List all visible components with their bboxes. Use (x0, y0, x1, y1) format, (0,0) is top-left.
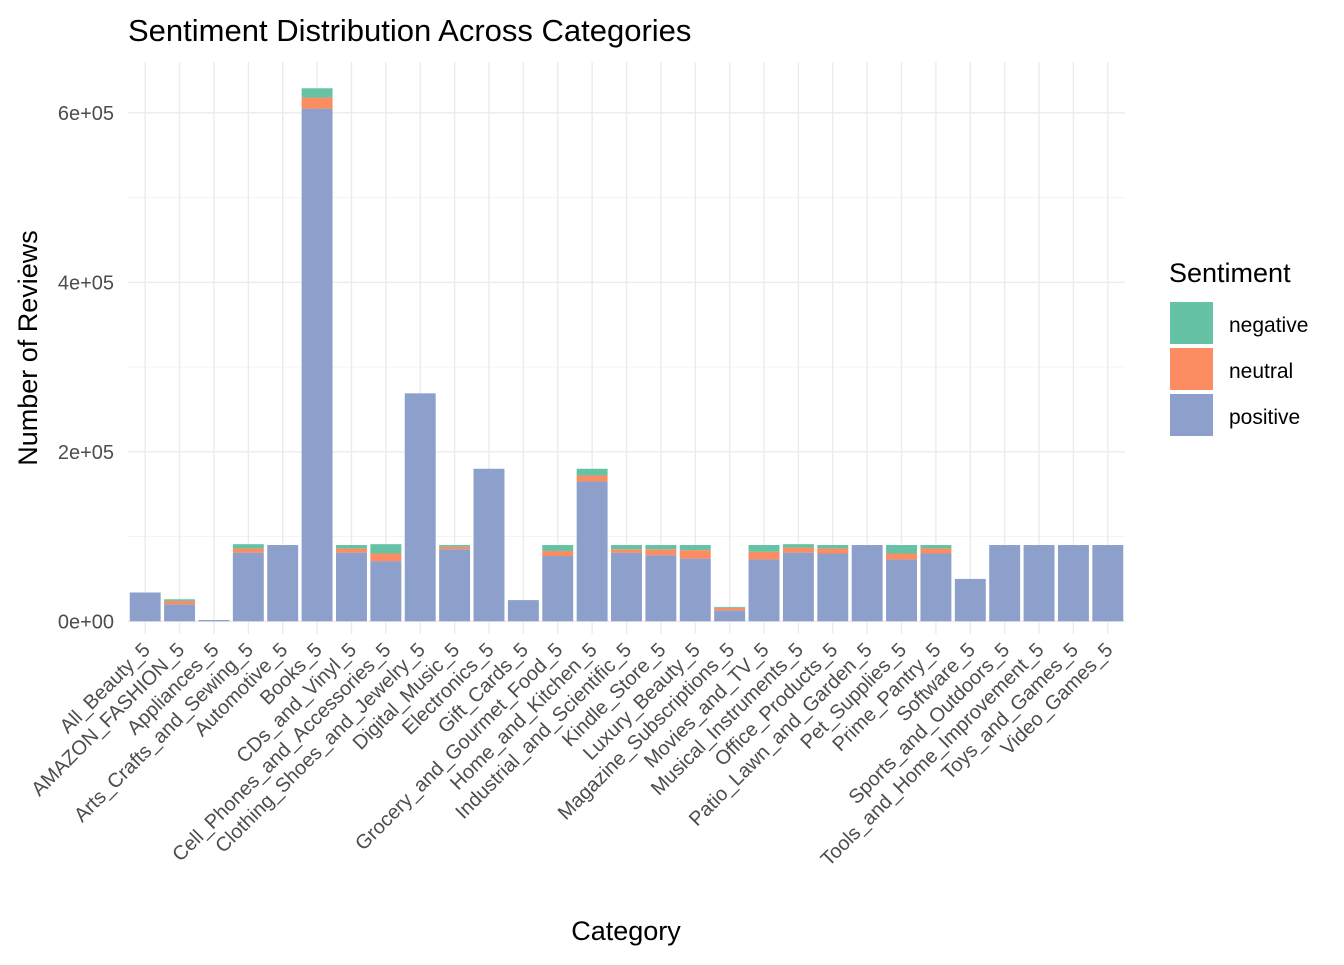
bar-neutral-Digital_Music_5 (439, 546, 471, 550)
chart-title: Sentiment Distribution Across Categories (128, 13, 691, 48)
bar-negative-Office_Products_5 (817, 545, 849, 549)
bar-positive-Automotive_5 (267, 545, 299, 622)
bar-positive-Luxury_Beauty_5 (679, 558, 711, 622)
bar-positive-Musical_Instruments_5 (782, 552, 814, 622)
bar-negative-Movies_and_TV_5 (748, 545, 780, 552)
bar-negative-Luxury_Beauty_5 (679, 545, 711, 551)
bar-positive-Patio_Lawn_and_Garden_5 (851, 545, 883, 622)
bar-neutral-Arts_Crafts_and_Sewing_5 (232, 548, 264, 553)
bar-neutral-Grocery_and_Gourmet_Food_5 (542, 550, 574, 557)
bar-neutral-Movies_and_TV_5 (748, 551, 780, 560)
bar-negative-Books_5 (301, 88, 333, 98)
bar-neutral-Prime_Pantry_5 (920, 548, 952, 554)
legend-label-negative: negative (1229, 314, 1308, 337)
bar-negative-Arts_Crafts_and_Sewing_5 (232, 544, 264, 549)
bar-positive-Gift_Cards_5 (507, 600, 539, 622)
bar-negative-Prime_Pantry_5 (920, 545, 952, 549)
bar-positive-CDs_and_Vinyl_5 (335, 552, 367, 622)
bar-positive-Industrial_and_Scientific_5 (611, 552, 642, 622)
legend-items: negative neutral positive (1170, 302, 1308, 436)
bar-positive-Tools_and_Home_Improvement_5 (1023, 545, 1055, 622)
bar-negative-Cell_Phones_and_Accessories_5 (370, 544, 402, 554)
bar-negative-Grocery_and_Gourmet_Food_5 (542, 545, 574, 551)
legend-title: Sentiment (1169, 258, 1291, 288)
bar-negative-Musical_Instruments_5 (782, 544, 814, 548)
bar-neutral-Books_5 (301, 97, 333, 109)
bar-positive-Clothing_Shoes_and_Jewelry_5 (404, 393, 436, 622)
x-axis: All_Beauty_5AMAZON_FASHION_5Appliances_5… (27, 639, 1117, 871)
legend-label-positive: positive (1229, 406, 1300, 429)
legend-label-neutral: neutral (1229, 360, 1293, 383)
bar-positive-Cell_Phones_and_Accessories_5 (370, 561, 402, 622)
bar-negative-Home_and_Kitchen_5 (576, 468, 608, 476)
bar-positive-Kindle_Store_5 (645, 555, 677, 622)
bar-neutral-Cell_Phones_and_Accessories_5 (370, 553, 402, 562)
bar-negative-Pet_Supplies_5 (886, 545, 918, 554)
y-tick-label: 4e+05 (58, 272, 114, 294)
bar-negative-Industrial_and_Scientific_5 (611, 545, 642, 550)
bar-positive-Digital_Music_5 (439, 549, 471, 622)
bar-positive-Prime_Pantry_5 (920, 553, 952, 622)
bar-neutral-Musical_Instruments_5 (782, 547, 814, 553)
y-tick-label: 0e+00 (58, 611, 114, 633)
bar-neutral-Magazine_Subscriptions_5 (714, 607, 746, 611)
bar-neutral-Office_Products_5 (817, 548, 849, 554)
bar-positive-Sports_and_Outdoors_5 (989, 545, 1021, 622)
bar-positive-Software_5 (954, 578, 986, 622)
bar-negative-Magazine_Subscriptions_5 (714, 606, 746, 608)
bar-neutral-Kindle_Store_5 (645, 549, 677, 556)
x-axis-title: Category (571, 916, 681, 946)
bar-positive-All_Beauty_5 (129, 592, 161, 622)
bar-neutral-CDs_and_Vinyl_5 (335, 548, 367, 553)
legend-swatch-negative (1170, 302, 1213, 344)
bar-positive-AMAZON_FASHION_5 (164, 604, 196, 622)
bar-positive-Toys_and_Games_5 (1057, 545, 1089, 622)
bar-positive-Grocery_and_Gourmet_Food_5 (542, 556, 574, 622)
legend-swatch-positive (1170, 394, 1213, 436)
bar-neutral-Home_and_Kitchen_5 (576, 475, 608, 482)
bar-positive-Appliances_5 (198, 620, 230, 622)
bar-positive-Magazine_Subscriptions_5 (714, 610, 746, 622)
bar-negative-CDs_and_Vinyl_5 (335, 545, 367, 549)
bar-negative-Digital_Music_5 (439, 545, 471, 547)
bar-neutral-Industrial_and_Scientific_5 (611, 549, 642, 553)
bar-positive-Books_5 (301, 108, 333, 622)
legend-swatch-neutral (1170, 348, 1213, 390)
bar-neutral-Pet_Supplies_5 (886, 553, 918, 560)
y-tick-label: 2e+05 (58, 442, 114, 464)
bar-negative-Kindle_Store_5 (645, 545, 677, 550)
y-axis: 0e+00 2e+05 4e+05 6e+05 (58, 103, 114, 633)
legend: Sentiment negative neutral positive (1169, 258, 1308, 436)
y-tick-label: 6e+05 (58, 103, 114, 125)
bar-negative-AMAZON_FASHION_5 (164, 599, 196, 601)
bar-neutral-AMAZON_FASHION_5 (164, 600, 196, 605)
bar-positive-Home_and_Kitchen_5 (576, 481, 608, 622)
bar-positive-Electronics_5 (473, 468, 505, 622)
bar-positive-Pet_Supplies_5 (886, 559, 918, 622)
y-axis-title: Number of Reviews (13, 230, 43, 466)
bar-neutral-Luxury_Beauty_5 (679, 550, 711, 559)
bar-positive-Video_Games_5 (1092, 545, 1124, 622)
bar-positive-Movies_and_TV_5 (748, 559, 780, 622)
bar-positive-Arts_Crafts_and_Sewing_5 (232, 552, 264, 622)
bar-positive-Office_Products_5 (817, 553, 849, 622)
bars (129, 88, 1124, 622)
